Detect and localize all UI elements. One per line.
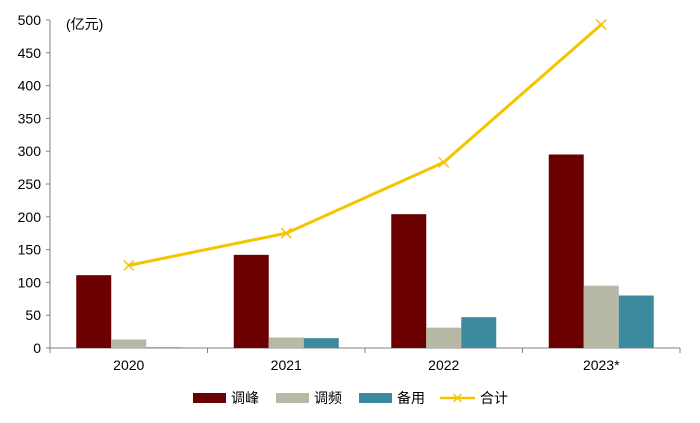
legend-item: 调峰: [193, 390, 259, 406]
line-point: [595, 19, 607, 31]
bar-备用: [303, 338, 339, 348]
legend: 调峰 调频 备用 合计: [193, 390, 508, 406]
x-tick-label: 2020: [113, 357, 144, 373]
total-line: [123, 19, 607, 271]
legend-label: 备用: [397, 390, 425, 406]
bars: [76, 154, 654, 348]
legend-label: 调频: [314, 390, 342, 406]
legend-item: 备用: [359, 390, 425, 406]
x-tick-label: 2021: [271, 357, 302, 373]
y-unit-label: (亿元): [66, 16, 103, 32]
axes: 0 50 100 150 200 250 300 350 400 450 500 2020 2021 20…: [18, 12, 681, 373]
line-point: [438, 156, 450, 168]
line-point: [280, 227, 292, 239]
y-tick-label: 50: [25, 307, 41, 323]
y-tick-label: 400: [18, 78, 42, 94]
y-tick-label: 250: [18, 176, 42, 192]
bar-调峰: [548, 154, 584, 348]
bar-调峰: [76, 275, 112, 348]
line-合计: [128, 23, 603, 267]
bar-调峰: [233, 254, 269, 348]
bar-备用: [618, 295, 654, 348]
legend-swatch: [193, 393, 226, 403]
bar-备用: [146, 347, 182, 348]
y-tick-label: 450: [18, 45, 42, 61]
bar-调峰: [391, 214, 427, 348]
bar-调频: [268, 337, 304, 348]
legend-swatch: [276, 393, 309, 403]
legend-swatch: [359, 393, 392, 403]
y-tick-label: 350: [18, 110, 42, 126]
x-tick-label: 2023*: [583, 357, 620, 373]
legend-item: 合计: [440, 390, 508, 406]
legend-label: 合计: [480, 390, 508, 406]
bar-调频: [111, 339, 147, 348]
legend-item: 调频: [276, 390, 342, 406]
line-point: [123, 259, 135, 271]
x-tick-label: 2022: [428, 357, 459, 373]
bar-调频: [426, 327, 462, 348]
bar-备用: [461, 317, 497, 348]
y-tick-label: 200: [18, 209, 42, 225]
y-tick-label: 150: [18, 242, 42, 258]
y-tick-label: 500: [18, 12, 42, 28]
legend-label: 调峰: [231, 390, 259, 406]
y-tick-label: 0: [33, 340, 41, 356]
y-tick-label: 300: [18, 143, 42, 159]
bar-调频: [583, 285, 619, 348]
y-tick-label: 100: [18, 274, 42, 290]
